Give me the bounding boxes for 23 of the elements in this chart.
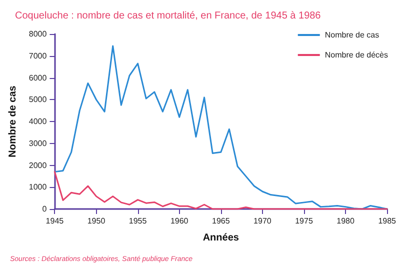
- x-tick-label: 1985: [378, 216, 397, 226]
- x-tick-label: 1955: [128, 216, 148, 226]
- y-tick-label: 1000: [28, 182, 48, 192]
- y-tick-label: 2000: [28, 160, 48, 170]
- y-tick-label: 5000: [28, 95, 48, 104]
- x-tick-label: 1970: [254, 216, 272, 226]
- x-tick-label: 1960: [170, 216, 189, 226]
- y-axis-title: Nombre de cas: [8, 85, 18, 158]
- y-tick-label: 4000: [28, 117, 48, 126]
- legend-label: Nombre de cas: [324, 30, 380, 40]
- x-tick-label: 1965: [212, 216, 230, 226]
- y-tick-label: 3000: [28, 138, 48, 148]
- y-tick-label: 0: [42, 204, 48, 214]
- x-tick-label: 1980: [336, 216, 355, 226]
- legend-label: Nombre de décès: [324, 50, 388, 60]
- y-tick-label: 7000: [28, 51, 48, 60]
- x-axis-title: Années: [202, 232, 240, 244]
- y-tick-label: 6000: [28, 73, 48, 82]
- x-tick-label: 1950: [87, 216, 106, 226]
- x-tick-label: 1975: [295, 216, 314, 226]
- chart-title: Coqueluche : nombre de cas et mortalité, en France, de 1945 à 1986: [15, 10, 322, 22]
- y-tick-label: 8000: [28, 30, 48, 38]
- x-tick-label: 1945: [46, 216, 64, 226]
